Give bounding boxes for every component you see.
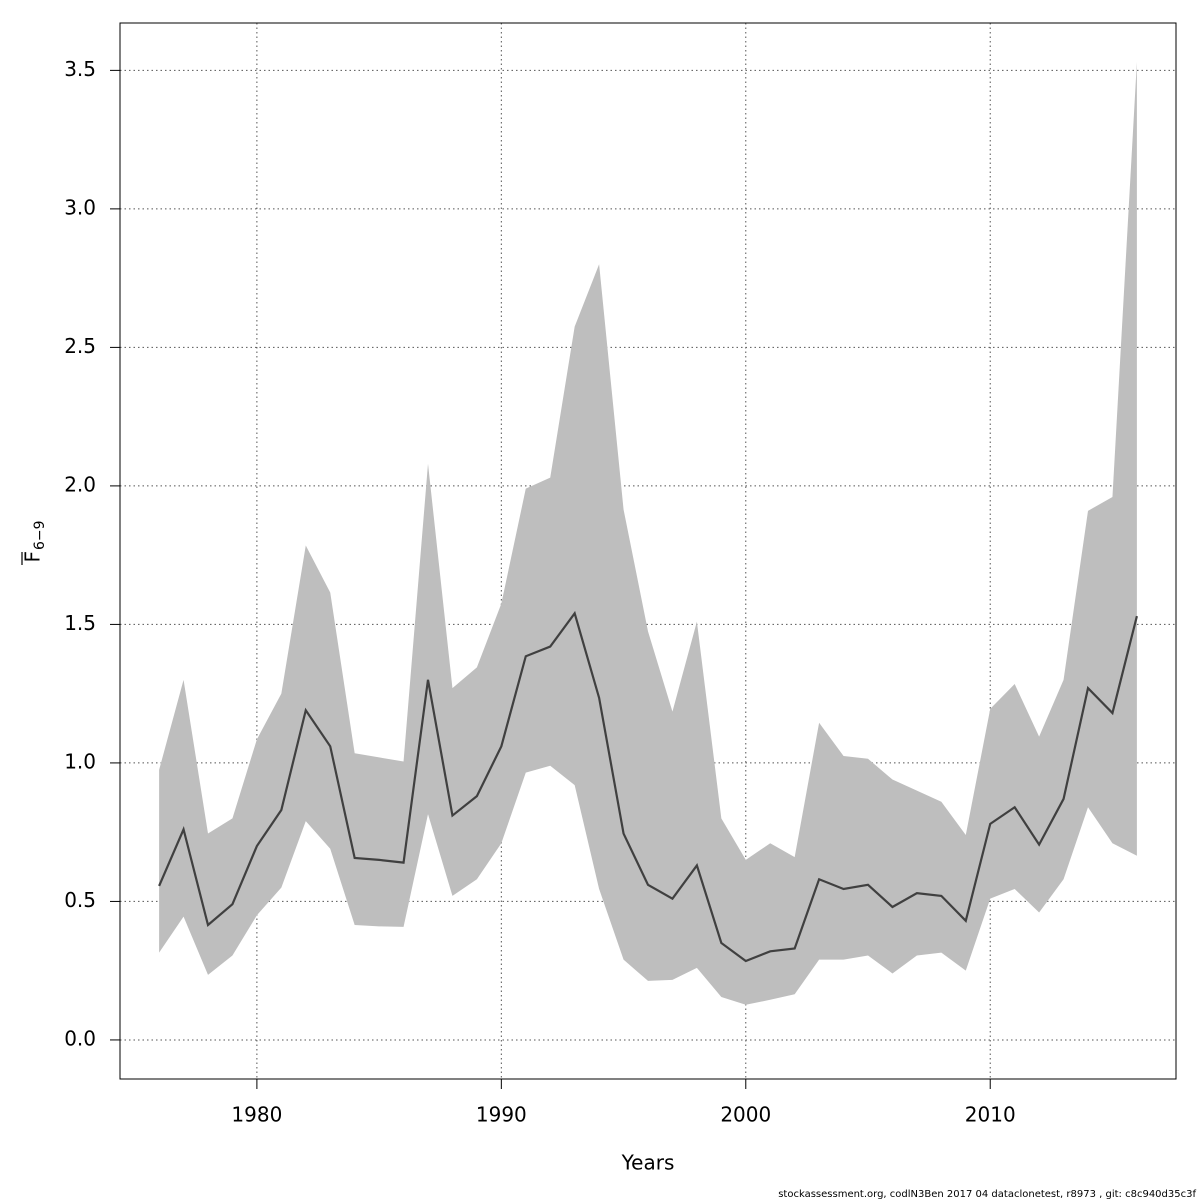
y-tick-label: 2.0 xyxy=(64,472,96,496)
estimate-line xyxy=(158,610,1138,963)
y-tick-label: 1.0 xyxy=(64,749,96,773)
y-tick-label: 0.0 xyxy=(64,1026,96,1050)
y-tick-label: 2.5 xyxy=(64,334,96,358)
confidence-band xyxy=(159,62,1137,1005)
y-tick-label: 3.0 xyxy=(64,195,96,219)
y-tick-label: 3.5 xyxy=(64,57,96,81)
plot-frame xyxy=(119,22,1177,1080)
y-axis-label-sub: 6−9 xyxy=(32,520,48,550)
y-axis-label-main: F xyxy=(21,551,45,563)
x-tick-label: 2010 xyxy=(965,1103,1016,1127)
y-axis-label: F 6−9 xyxy=(21,520,48,565)
x-tick-label: 2000 xyxy=(720,1103,771,1127)
x-tick-label: 1980 xyxy=(231,1103,282,1127)
x-tick-label: 1990 xyxy=(476,1103,527,1127)
y-tick-label: 1.5 xyxy=(64,611,96,635)
y-tick-label: 0.5 xyxy=(64,888,96,912)
footer: stockassessment.org, codlN3Ben 2017 04 d… xyxy=(778,1189,1196,1200)
x-axis-label: Years xyxy=(621,1151,675,1175)
